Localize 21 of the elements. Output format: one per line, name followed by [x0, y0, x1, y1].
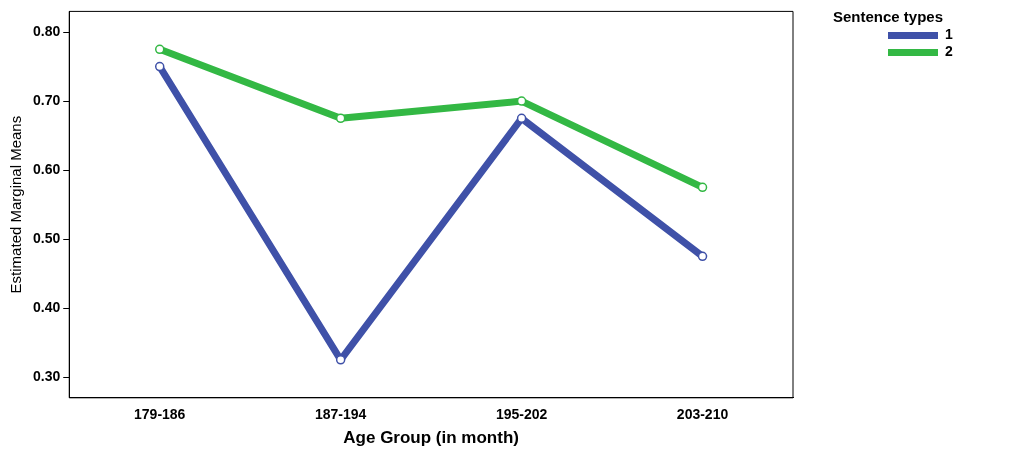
- y-tick-label: 0.70: [33, 91, 61, 108]
- y-tick-label: 0.40: [33, 298, 61, 315]
- y-tick-label: 0.50: [33, 229, 61, 246]
- point: [154, 61, 165, 72]
- x-tick-label: 195-202: [495, 406, 548, 423]
- legend-title: Sentence types: [833, 7, 944, 25]
- point: [335, 113, 346, 124]
- y-tick-label: 0.60: [33, 160, 61, 177]
- point: [697, 182, 708, 193]
- x-axis-title: Age Group (in month): [343, 428, 519, 448]
- x-tick-label: 187-194: [314, 406, 367, 423]
- legend-label: 1: [945, 26, 953, 43]
- x-tick-label: 203-210: [676, 406, 729, 423]
- point: [154, 44, 165, 55]
- point: [697, 251, 708, 262]
- y-axis-title: Estimated Marginal Means: [7, 115, 25, 294]
- x-tick-label: 179-186: [134, 406, 186, 423]
- y-tick-label: 0.80: [33, 22, 61, 39]
- legend-label: 2: [945, 43, 953, 60]
- point: [335, 355, 346, 365]
- y-tick-label: 0.30: [33, 367, 61, 384]
